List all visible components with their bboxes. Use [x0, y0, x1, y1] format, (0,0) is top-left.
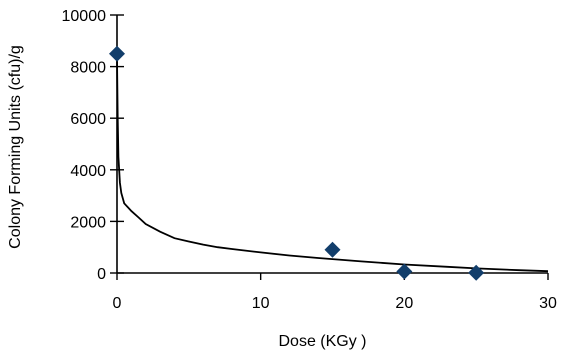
y-tick-label: 0	[97, 266, 106, 283]
y-tick-label: 8000	[70, 60, 106, 77]
series-layer	[109, 45, 549, 281]
trend-line	[116, 58, 549, 273]
x-tick-label: 20	[395, 295, 413, 312]
y-tick-label: 2000	[70, 214, 106, 231]
y-tick-label: 10000	[62, 8, 107, 25]
y-axis-title: Colony Forming Units (cfu)/g	[7, 45, 24, 249]
axes	[116, 15, 548, 274]
data-point	[468, 264, 485, 281]
x-tick-label: 0	[113, 295, 122, 312]
y-tick-label: 4000	[70, 163, 106, 180]
data-point	[324, 241, 341, 258]
ticks: 0 2000 4000 6000 8000 10000 0 10 20 30	[62, 8, 558, 312]
data-point	[109, 45, 125, 62]
data-point	[396, 263, 413, 280]
x-tick-label: 30	[539, 295, 557, 312]
x-tick-label: 10	[252, 295, 270, 312]
x-axis-title: Dose (KGy )	[278, 333, 366, 350]
y-tick-label: 6000	[70, 111, 106, 128]
